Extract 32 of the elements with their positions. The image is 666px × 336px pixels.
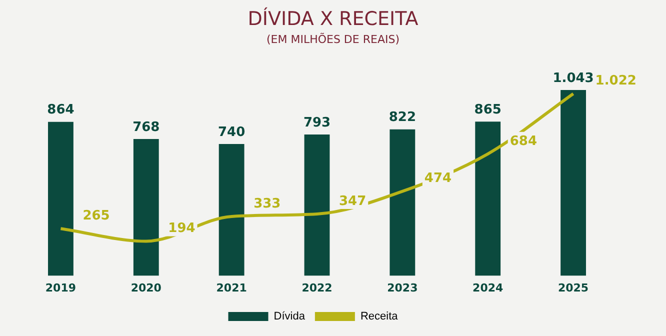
data-label: 1.043	[552, 70, 594, 86]
x-tick-label: 2019	[45, 281, 76, 294]
data-label: 333	[254, 196, 281, 212]
bar	[560, 90, 586, 276]
data-label: 865	[474, 102, 502, 118]
x-tick-label: 2024	[472, 281, 504, 294]
x-tick-label: 2020	[130, 281, 162, 294]
bar	[48, 122, 74, 276]
data-label: 347	[339, 194, 366, 209]
data-label: 1.022	[595, 74, 636, 89]
data-label: 194	[168, 221, 196, 236]
chart-subtitle: (EM MILHÕES DE REAIS)	[265, 33, 400, 46]
bar	[133, 138, 159, 276]
bar	[218, 144, 244, 276]
x-tick-label: 2022	[302, 281, 332, 294]
x-tick-label: 2025	[558, 281, 589, 294]
x-tick-label: 2023	[387, 281, 418, 294]
data-label: 864	[47, 102, 74, 118]
data-label: 768	[132, 120, 160, 135]
chart-title: DÍVIDA X RECEITA	[246, 8, 420, 30]
data-label: 793	[303, 115, 331, 130]
bar	[390, 129, 416, 276]
legend-label: Receita	[360, 310, 399, 323]
bar	[304, 134, 330, 276]
data-label: 684	[510, 134, 537, 149]
data-label: 265	[82, 208, 110, 224]
legend-label: Dívida	[274, 310, 306, 323]
x-tick-label: 2021	[216, 281, 247, 294]
data-label: 474	[424, 171, 452, 186]
data-label: 822	[388, 110, 416, 126]
data-label: 740	[218, 124, 246, 140]
bar	[475, 122, 501, 276]
